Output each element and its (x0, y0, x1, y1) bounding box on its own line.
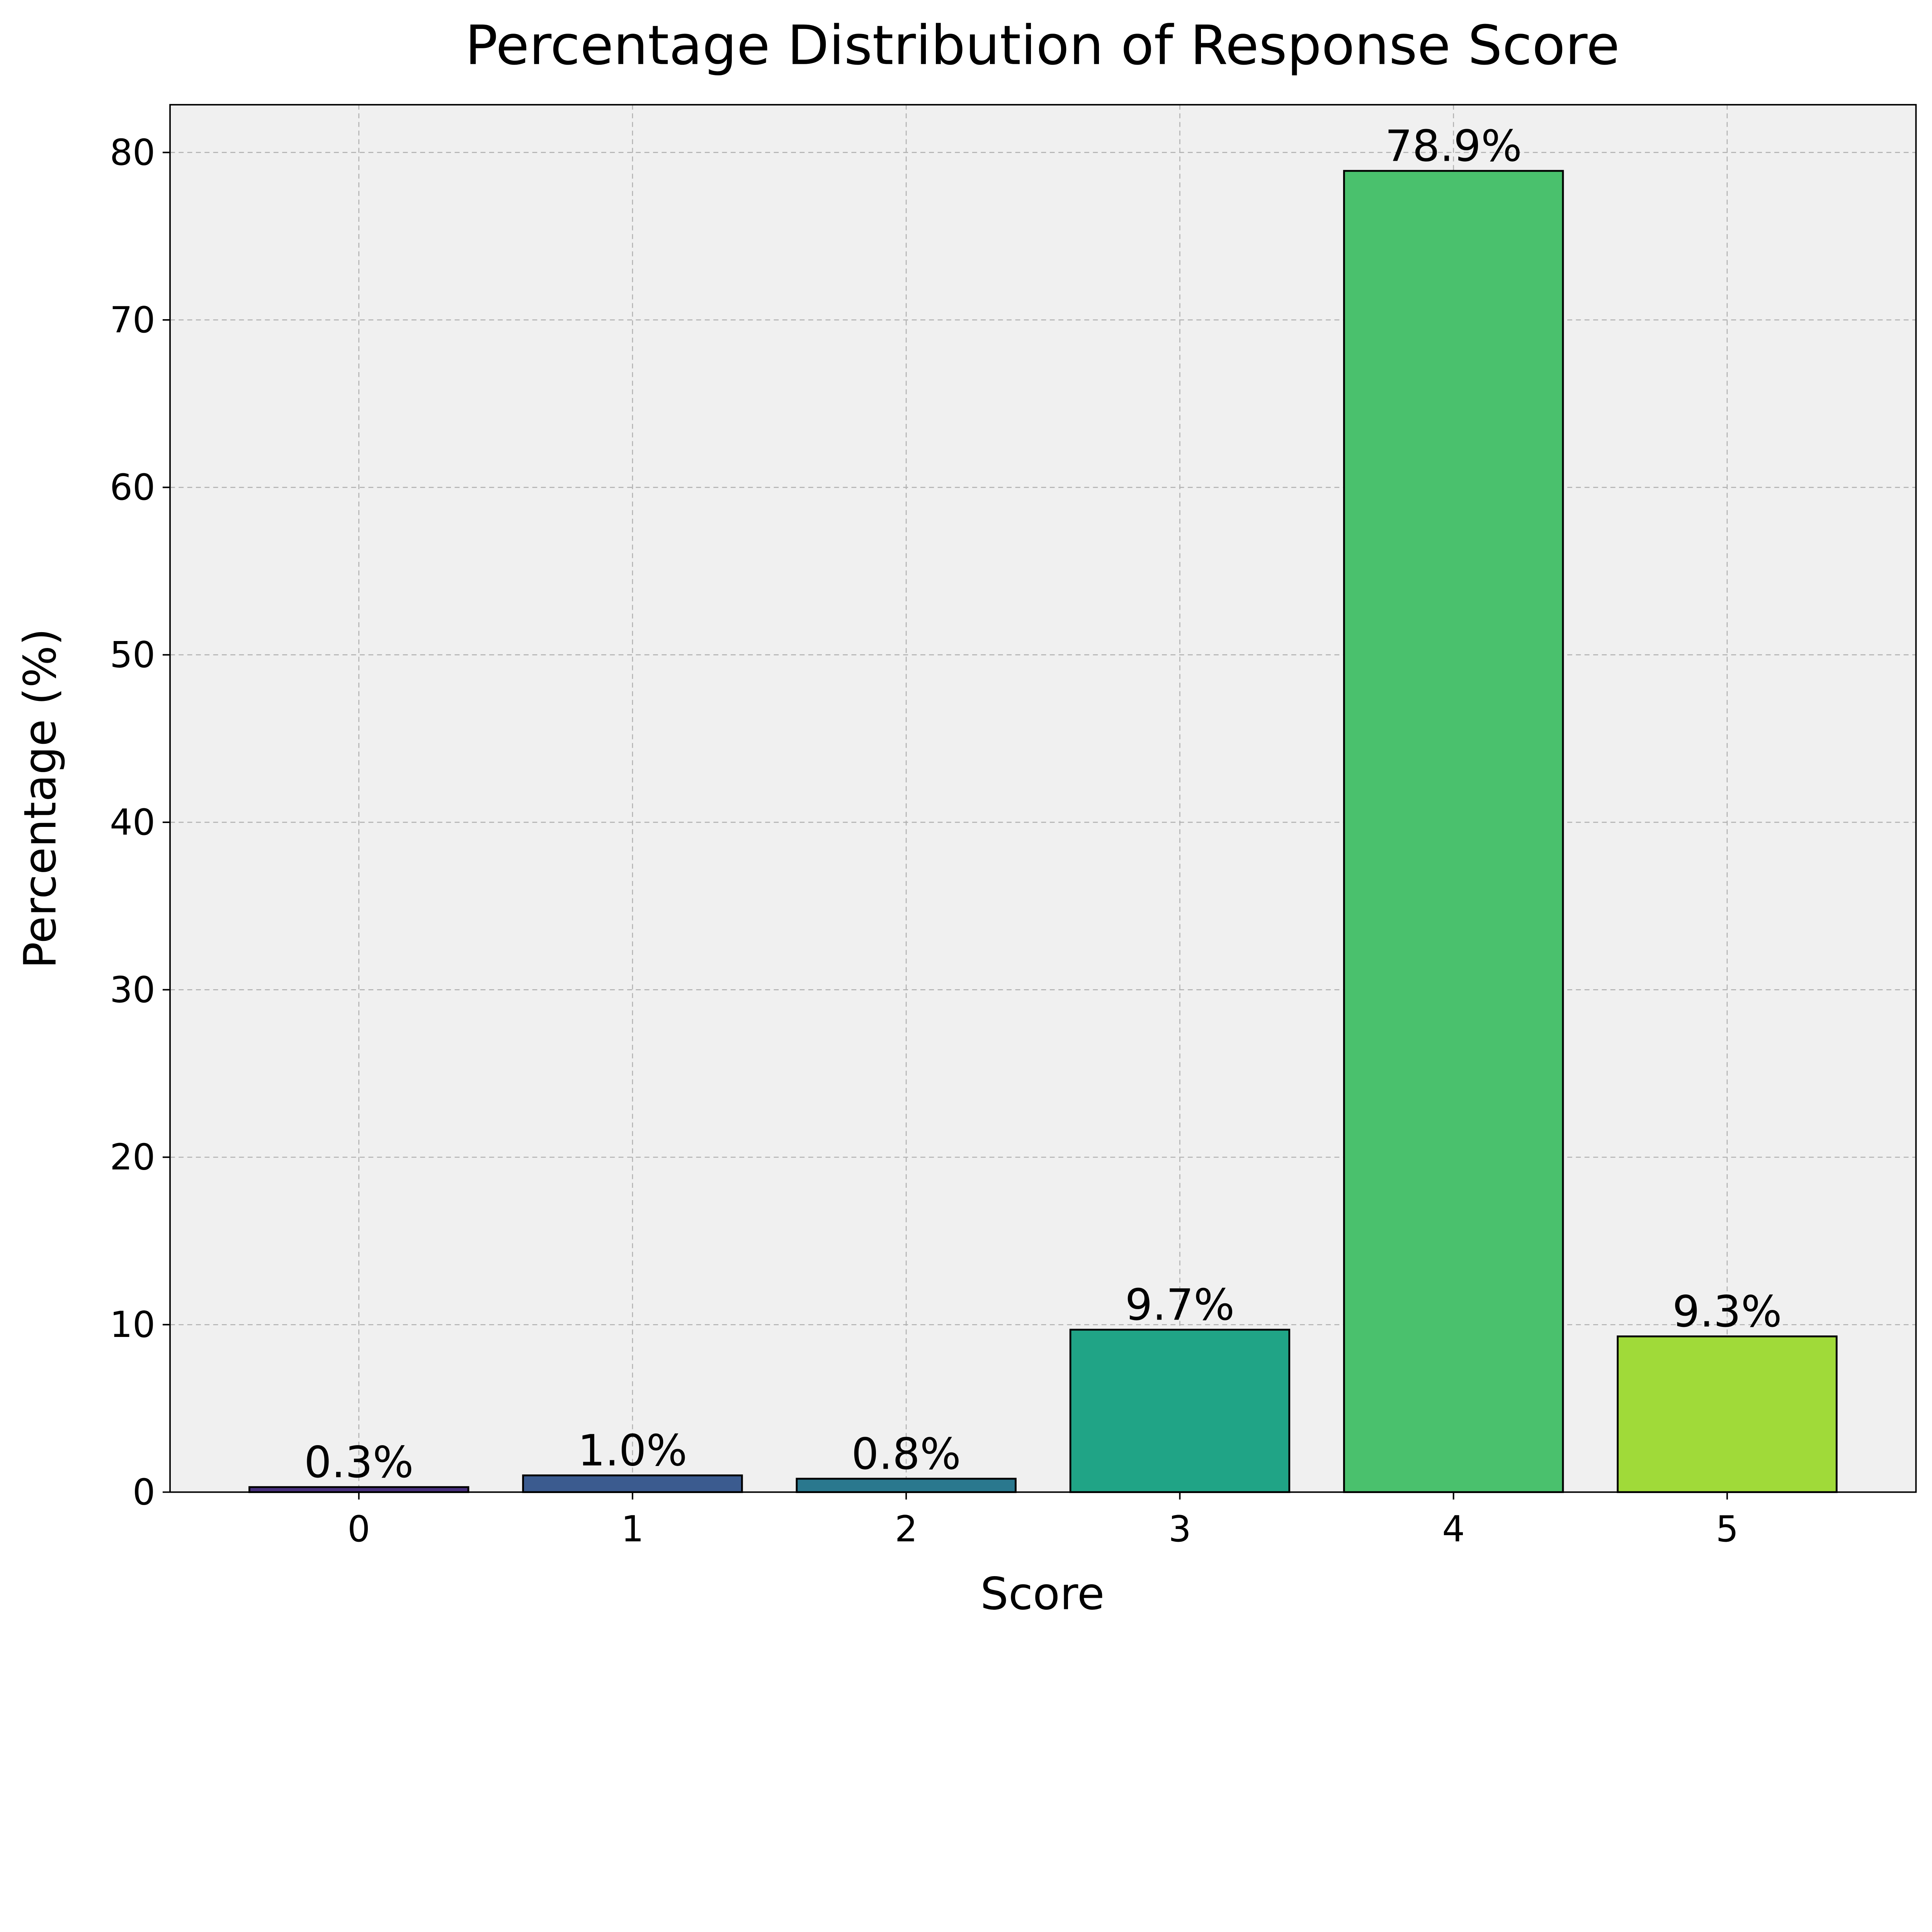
y-tick-label: 60 (110, 466, 155, 508)
y-tick-label: 30 (110, 969, 155, 1010)
data-label-4: 78.9% (1385, 121, 1522, 172)
data-label-3: 9.7% (1125, 1280, 1235, 1330)
data-label-5: 9.3% (1672, 1287, 1782, 1337)
plot-background (170, 105, 1916, 1492)
y-tick-label: 40 (110, 801, 155, 843)
y-tick-label: 50 (110, 634, 155, 676)
y-axis-label: Percentage (%) (14, 628, 66, 969)
x-tick-label: 2 (895, 1508, 918, 1550)
data-label-0: 0.3% (304, 1437, 414, 1488)
bar-3 (1069, 1328, 1291, 1493)
bar-2 (796, 1478, 1017, 1493)
bar-4 (1343, 170, 1564, 1493)
y-tick-label: 20 (110, 1136, 155, 1178)
x-tick-label: 1 (621, 1508, 644, 1550)
x-tick-label: 3 (1168, 1508, 1191, 1550)
bar-chart: 0.3% 1.0% 0.8%9.7%78.9%9.3% 01020304050607… (14, 14, 1917, 1620)
bar-1 (522, 1474, 743, 1493)
y-tick-label: 10 (110, 1304, 155, 1345)
y-tick-label: 0 (133, 1471, 155, 1513)
bar-0 (248, 1486, 469, 1493)
x-tick-label: 5 (1716, 1508, 1738, 1550)
bars: 0.3% 1.0% 0.8% 9.7% 78.9% 9.3% (248, 121, 1838, 1493)
plot-frame (169, 104, 1917, 1493)
bar-5 (1617, 1335, 1838, 1493)
ticks: 0 10 20 30 40 50 60 70 80 0 1 2 3 4 5 (110, 131, 1738, 1550)
data-label-1: 1.0% (578, 1426, 687, 1476)
y-tick-label: 70 (110, 299, 155, 341)
y-tick-label: 80 (110, 131, 155, 173)
x-tick-label: 0 (347, 1508, 370, 1550)
x-tick-label: 4 (1442, 1508, 1465, 1550)
x-axis-label: Score (980, 1568, 1104, 1620)
chart-title: Percentage Distribution of Response Scor… (465, 14, 1620, 77)
data-label-2: 0.8% (851, 1429, 961, 1479)
